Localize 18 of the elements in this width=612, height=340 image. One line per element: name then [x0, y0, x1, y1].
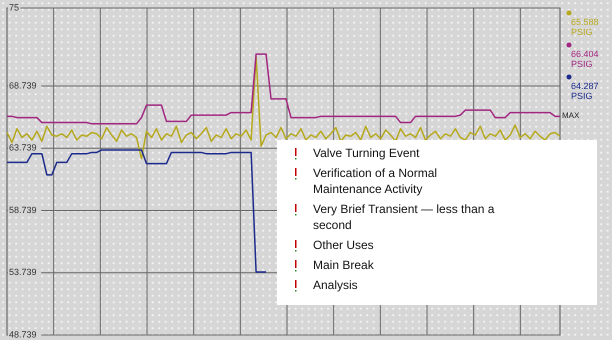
legend-label: 65.588 PSIG — [571, 17, 599, 37]
y-tick-label: 58.739 — [9, 204, 37, 215]
y-tick-label: 63.739 — [9, 142, 37, 153]
line-series — [6, 53, 561, 125]
annotation: Other Uses — [313, 238, 374, 252]
text: MAX — [562, 111, 580, 120]
annotation: Verification of a Normal Maintenance Activity — [313, 166, 438, 196]
y-tick-label: 75 — [9, 2, 20, 12]
y-tick-label: 48.739 — [9, 329, 37, 340]
y-tick-label: 53.739 — [9, 267, 37, 278]
annotation: Very Brief Transient — less than a second — [313, 202, 495, 232]
annotation: Main Break — [313, 258, 375, 272]
line-series — [6, 56, 561, 160]
annotation: Valve Turning Event — [313, 146, 420, 160]
annotation: Analysis — [313, 278, 358, 292]
y-tick-label: 68.739 — [9, 80, 37, 90]
legend-label: 66.404 PSIG — [571, 49, 599, 69]
legend-label: 64.287 PSIG — [571, 81, 599, 101]
